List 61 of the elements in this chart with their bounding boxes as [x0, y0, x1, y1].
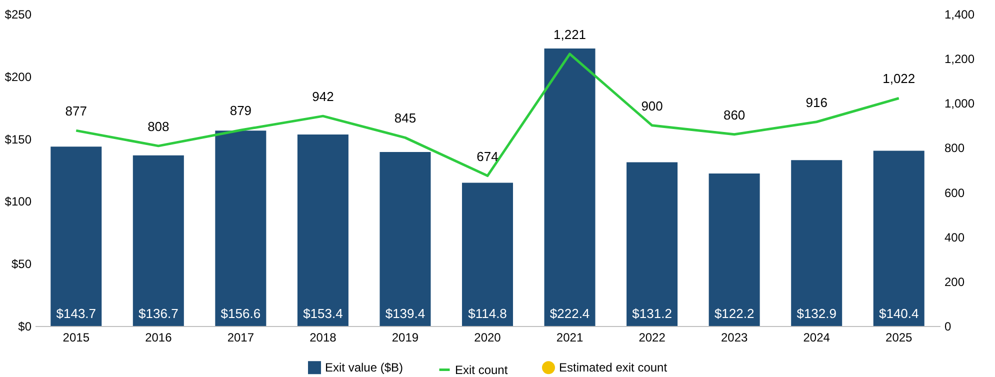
legend-label: Exit value ($B) — [325, 360, 404, 375]
y-tick-label: $250 — [4, 8, 32, 22]
data-label: $132.9 — [796, 306, 836, 321]
x-tick-label: 2017 — [227, 330, 254, 344]
y-tick-label: $100 — [4, 194, 32, 209]
y2-tick-label: 600 — [944, 186, 965, 200]
bar — [708, 173, 760, 326]
bar — [215, 130, 266, 326]
y-tick-label: $0 — [18, 320, 32, 334]
data-label: 879 — [230, 103, 252, 118]
bar — [132, 155, 184, 326]
data-label: 916 — [806, 94, 828, 110]
bar — [50, 146, 102, 326]
x-tick-label: 2022 — [638, 330, 666, 344]
legend-label: Exit count — [455, 362, 508, 377]
x-tick-label: 2024 — [803, 330, 830, 344]
data-label: $153.4 — [303, 306, 343, 321]
data-label: 808 — [148, 118, 170, 134]
y-tick-label: $200 — [4, 70, 32, 84]
y2-tick-label: 0 — [944, 320, 952, 334]
bar — [544, 48, 596, 326]
data-label: $131.2 — [632, 306, 672, 321]
bar — [626, 162, 678, 326]
x-tick-label: 2019 — [392, 330, 419, 344]
x-tick-label: 2021 — [556, 330, 584, 344]
y2-tick-label: 1,000 — [944, 96, 975, 111]
data-label: 1,022 — [882, 71, 916, 86]
x-tick-label: 2023 — [720, 330, 748, 344]
data-label: 845 — [394, 110, 416, 126]
bar — [873, 150, 924, 326]
data-label: 1,221 — [554, 26, 586, 42]
data-label: 877 — [65, 104, 87, 119]
bar — [297, 134, 348, 326]
bar — [462, 182, 514, 326]
data-label: $140.4 — [878, 306, 919, 321]
data-label: $139.4 — [385, 306, 426, 321]
data-label: 942 — [312, 89, 334, 104]
data-label: $114.8 — [468, 306, 507, 321]
data-label: $143.7 — [56, 306, 96, 321]
x-tick-label: 2015 — [62, 330, 90, 344]
y2-tick-label: 1,200 — [944, 52, 975, 66]
x-tick-label: 2016 — [145, 330, 172, 344]
bar — [380, 152, 431, 326]
x-tick-label: 2025 — [886, 330, 913, 344]
y-tick-label: $50 — [11, 257, 32, 272]
y2-tick-label: 800 — [944, 141, 965, 156]
y2-tick-label: 1,400 — [944, 8, 975, 22]
y-tick-label: $150 — [4, 132, 32, 146]
data-label: $122.2 — [714, 306, 754, 321]
data-label: $136.7 — [138, 306, 178, 321]
data-label: $222.4 — [550, 306, 590, 321]
data-label: 860 — [723, 107, 746, 122]
y2-tick-label: 200 — [944, 274, 965, 289]
data-label: 674 — [476, 148, 498, 164]
legend-label: Estimated exit count — [559, 360, 668, 375]
x-tick-label: 2018 — [310, 330, 337, 344]
bar — [791, 160, 842, 326]
data-label: 900 — [641, 98, 663, 114]
y2-tick-label: 400 — [944, 230, 965, 244]
data-label: $156.6 — [220, 306, 261, 321]
x-tick-label: 2020 — [474, 330, 502, 344]
